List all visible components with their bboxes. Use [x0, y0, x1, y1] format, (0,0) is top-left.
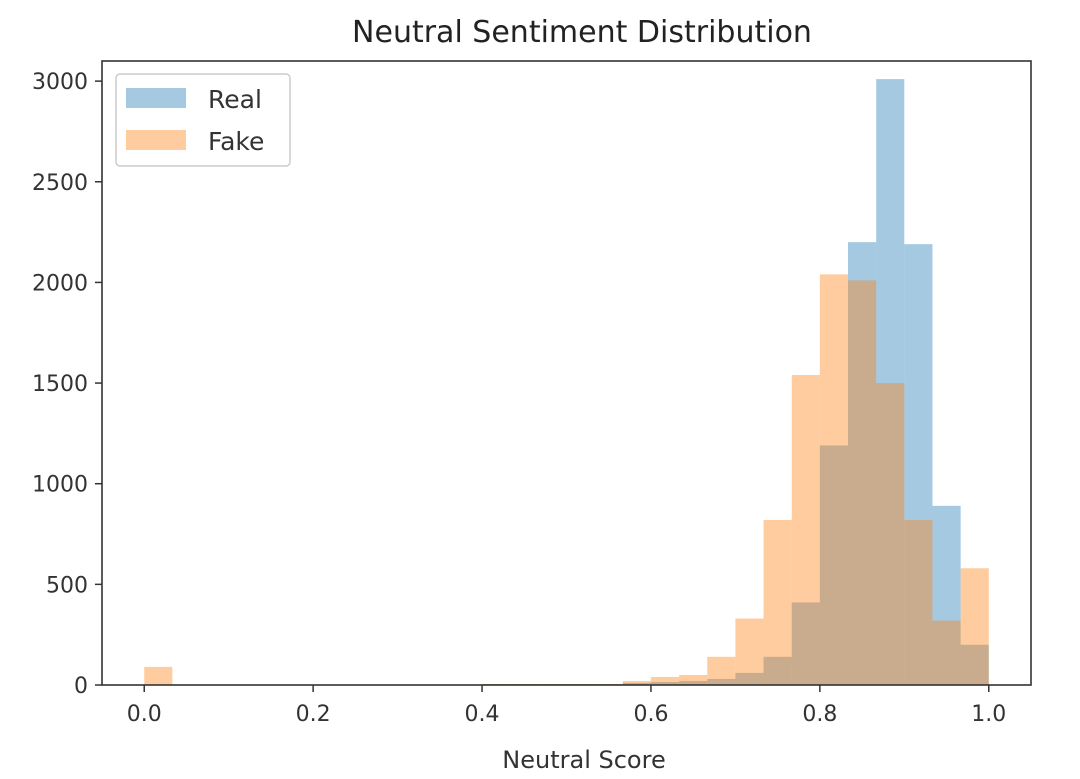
x-tick-label: 0.2 — [296, 702, 331, 727]
x-tick-label: 0.4 — [465, 702, 500, 727]
histogram-bar-real — [650, 681, 680, 685]
chart-title: Neutral Sentiment Distribution — [352, 15, 812, 50]
histogram-bar-real — [763, 656, 792, 685]
histogram-bar-fake — [819, 274, 848, 685]
histogram-bar-real — [932, 505, 961, 685]
axis-ticks: 0.0 0.2 0.4 0.6 0.8 1.0 0 500 1000 1500 2000 2500 30… — [32, 70, 1006, 727]
histogram-bar-fake — [650, 676, 680, 685]
histogram-bar-fake — [876, 383, 905, 685]
histogram-bar-fake — [904, 519, 933, 685]
legend: Real Fake — [115, 73, 291, 167]
legend-label-real: Real — [208, 85, 262, 114]
histogram-bar-fake — [735, 618, 764, 685]
histogram-bar-fake — [847, 280, 877, 685]
x-tick-label: 1.0 — [971, 702, 1006, 727]
histogram-bar-fake — [144, 666, 173, 685]
x-tick-label: 0.0 — [127, 702, 162, 727]
histogram-bar-fake — [791, 375, 820, 685]
histogram-bar-real — [904, 244, 933, 686]
histogram-bar-fake — [763, 519, 792, 685]
y-tick-label: 2000 — [32, 271, 88, 296]
histogram-bar-real — [735, 672, 764, 685]
histogram-bar-real — [679, 680, 708, 685]
x-axis-title: Neutral Score — [502, 746, 665, 774]
histogram-bar-fake — [707, 656, 736, 685]
histogram-bar-real — [876, 79, 905, 686]
histogram-bar-real — [622, 682, 651, 685]
y-tick-label: 3000 — [32, 70, 88, 95]
y-tick-label: 0 — [74, 674, 88, 699]
legend-label-fake: Fake — [208, 127, 264, 156]
histogram-bar-fake — [679, 674, 708, 685]
histogram-bar-fake — [960, 568, 989, 685]
histogram-bar-fake — [622, 680, 651, 685]
histogram-bar-real — [847, 242, 877, 685]
x-tick-label: 0.8 — [802, 702, 837, 727]
histogram-bar-real — [707, 678, 736, 685]
y-tick-label: 1000 — [32, 473, 88, 498]
legend-frame — [115, 73, 291, 167]
y-tick-label: 1500 — [32, 372, 88, 397]
x-tick-label: 0.6 — [633, 702, 668, 727]
legend-swatch-real — [126, 88, 186, 108]
legend-swatch-fake — [126, 130, 186, 150]
histogram-bar-real — [819, 445, 848, 685]
y-tick-label: 2500 — [32, 171, 88, 196]
histogram-bar-real — [791, 602, 820, 685]
y-tick-label: 500 — [46, 573, 88, 598]
bars-layer — [144, 79, 989, 686]
plot-area-frame — [101, 60, 1032, 686]
histogram-bar-fake — [932, 620, 961, 685]
histogram-bar-real — [960, 644, 989, 685]
